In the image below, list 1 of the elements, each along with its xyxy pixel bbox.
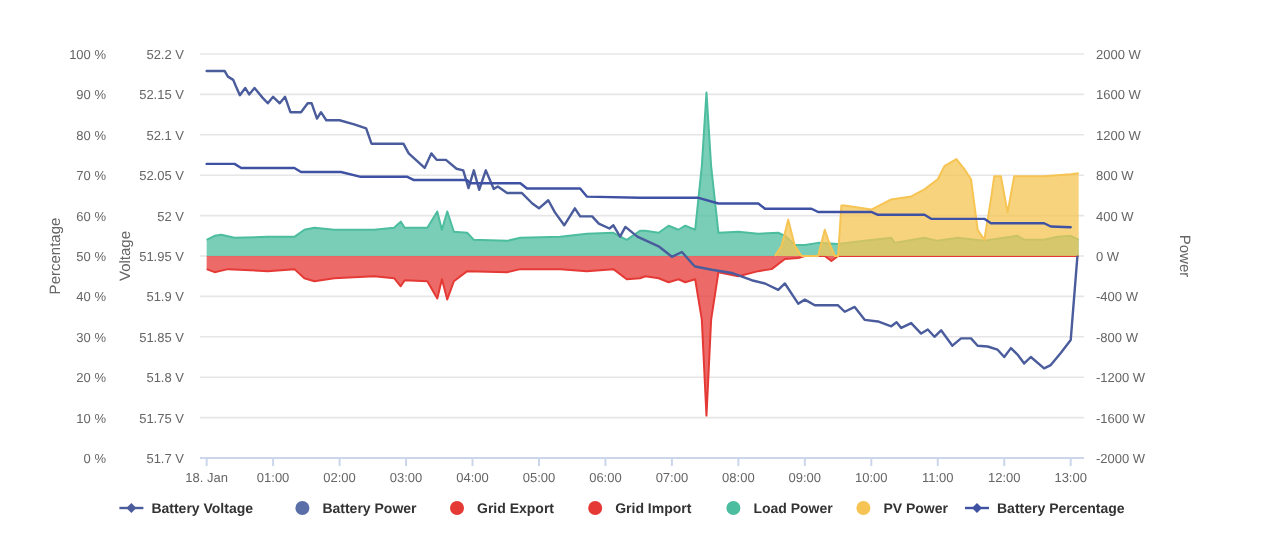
line-series [205, 69, 1079, 370]
